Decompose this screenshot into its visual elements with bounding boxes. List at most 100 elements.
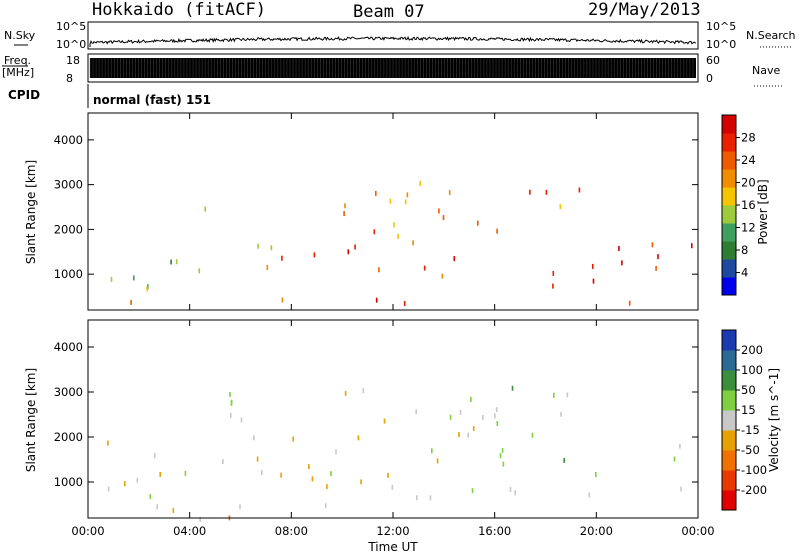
scatter-cell (324, 503, 327, 509)
scatter-cell (387, 472, 389, 478)
scatter-cell (442, 215, 445, 221)
scatter-cell (628, 300, 631, 306)
scatter-cell (553, 392, 555, 398)
scatter-cell (448, 190, 451, 196)
x-tick-label: 00:00 (681, 524, 714, 538)
plot-title: Hokkaido (fitACF) (92, 0, 266, 20)
scatter-cell (403, 301, 406, 306)
scatter-cell (230, 400, 233, 406)
date-label: 29/May/2013 (588, 0, 701, 20)
scatter-cell (311, 476, 314, 482)
velocity-colorbar-tick: -100 (741, 463, 767, 477)
scatter-cell (496, 228, 498, 234)
scatter-cell (673, 456, 676, 462)
power-colorbar-tick: 24 (741, 153, 756, 167)
scatter-cell (559, 204, 562, 210)
scatter-cell (330, 471, 332, 477)
freq-stripes (89, 58, 694, 78)
colorbar-cell (722, 259, 736, 278)
velocity-colorbar-tick: 100 (741, 363, 763, 377)
scatter-cell (383, 418, 386, 424)
scatter-cell (184, 470, 187, 476)
scatter-cell (467, 432, 469, 438)
scatter-cell (595, 472, 597, 477)
scatter-cell (204, 206, 206, 212)
scatter-cell (431, 448, 433, 454)
scatter-cell (470, 396, 472, 402)
x-tick-label: 12:00 (376, 524, 409, 538)
power-colorbar-tick: 8 (741, 243, 748, 257)
scatter-cell (130, 299, 132, 305)
scatter-cell (691, 243, 693, 249)
colorbar-cell (722, 470, 736, 491)
scatter-cell (199, 516, 201, 522)
scatter-cell (378, 267, 380, 273)
colorbar-cell (722, 133, 736, 152)
scatter-cell (566, 392, 569, 398)
scatter-cell (502, 461, 505, 467)
scatter-cell (156, 504, 158, 510)
scatter-cell (240, 417, 243, 423)
scatter-cell (514, 490, 516, 496)
scatter-cell (588, 492, 591, 498)
power-colorbar: 4 8 12 16 20 24 28 (721, 114, 756, 296)
nsky-panel: N.Sky 10^5 10^0 10^5 10^0 N.Search (4, 20, 796, 51)
y-tick-label: 2000 (54, 222, 83, 236)
scatter-cell (257, 243, 259, 249)
colorbar-cell (722, 430, 736, 451)
colorbar-cell (722, 241, 736, 260)
velocity-colorbar-tick: -200 (741, 483, 767, 497)
scatter-cell (313, 252, 316, 258)
colorbar-cell (722, 187, 736, 206)
colorbar-cell (722, 169, 736, 188)
freq-panel: Freq. [MHz] 18 8 60 0 Nave (2, 53, 784, 87)
scatter-cell (482, 414, 484, 420)
scatter-cell (357, 435, 360, 441)
scatter-cell (354, 244, 356, 250)
y-tick-label: 3000 (54, 385, 83, 399)
power-colorbar-tick: 12 (741, 221, 756, 235)
freq-tick-bottom: 8 (66, 72, 73, 85)
scatter-cell (397, 233, 399, 239)
scatter-cell (110, 276, 113, 282)
scatter-cell (592, 278, 595, 284)
power-scatter (110, 180, 693, 306)
scatter-cell (415, 409, 417, 415)
scatter-cell (266, 265, 269, 270)
scatter-cell (441, 273, 444, 279)
scatter-cell (360, 479, 362, 485)
scatter-cell (560, 411, 562, 417)
velocity-panel: 1000 2000 3000 4000 Slant Range [km] 200 100… (24, 319, 781, 522)
freq-label: Freq. (4, 54, 31, 67)
velocity-colorbar-tick: 200 (741, 343, 763, 357)
scatter-cell (280, 472, 282, 478)
scatter-cell (230, 412, 232, 418)
scatter-cell (499, 453, 502, 459)
nsearch-label: N.Search (746, 29, 796, 42)
scatter-cell (680, 486, 682, 492)
scatter-cell (419, 180, 421, 186)
scatter-cell (344, 203, 346, 209)
time-axis-label: Time UT (367, 540, 418, 554)
x-tick-label: 08:00 (275, 524, 308, 538)
scatter-cell (651, 242, 654, 248)
scatter-cell (563, 457, 565, 463)
velocity-colorbar-tick: -50 (741, 443, 760, 457)
freq-tick-top: 18 (66, 54, 80, 67)
scatter-cell (471, 488, 474, 494)
scatter-cell (375, 190, 377, 196)
cpid-text: normal (fast) 151 (93, 93, 211, 107)
scatter-cell (545, 189, 548, 195)
power-colorbar-tick: 20 (741, 176, 756, 190)
colorbar-cell (722, 450, 736, 471)
scatter-cell (170, 259, 172, 265)
scatter-cell (453, 256, 456, 262)
scatter-cell (175, 259, 178, 265)
scatter-cell (389, 198, 392, 204)
scatter-cell (343, 211, 345, 217)
scatter-cell (416, 495, 418, 501)
scatter-cell (509, 486, 512, 492)
colorbar-cell (722, 370, 736, 391)
scatter-cell (406, 192, 409, 198)
scatter-cell (578, 187, 581, 193)
